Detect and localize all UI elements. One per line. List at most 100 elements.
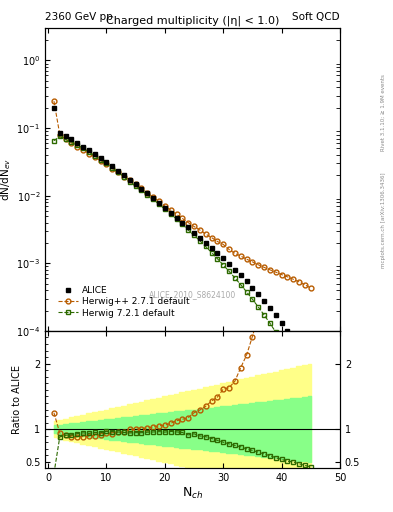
Herwig 7.2.1 default — [81, 145, 86, 152]
Line: Herwig++ 2.7.1 default: Herwig++ 2.7.1 default — [51, 99, 313, 290]
Herwig++ 2.7.1 default — [81, 147, 86, 153]
Herwig++ 2.7.1 default — [297, 279, 301, 285]
ALICE — [145, 190, 150, 197]
ALICE — [256, 291, 261, 297]
ALICE — [127, 177, 132, 183]
ALICE — [133, 181, 138, 187]
Herwig 7.2.1 default — [63, 136, 68, 142]
Herwig 7.2.1 default — [133, 183, 138, 189]
Herwig 7.2.1 default — [256, 304, 261, 310]
Herwig 7.2.1 default — [57, 134, 62, 140]
ALICE — [51, 104, 56, 111]
ALICE — [104, 159, 109, 165]
Herwig++ 2.7.1 default — [215, 239, 220, 245]
Herwig 7.2.1 default — [162, 206, 167, 212]
Herwig++ 2.7.1 default — [86, 151, 91, 157]
Herwig 7.2.1 default — [279, 338, 284, 345]
Y-axis label: dN/dN$_{ev}$: dN/dN$_{ev}$ — [0, 158, 13, 201]
Herwig 7.2.1 default — [174, 216, 179, 222]
Herwig 7.2.1 default — [69, 139, 74, 145]
Y-axis label: Ratio to ALICE: Ratio to ALICE — [12, 365, 22, 434]
Herwig++ 2.7.1 default — [162, 203, 167, 209]
ALICE — [69, 136, 74, 142]
Herwig 7.2.1 default — [198, 238, 202, 244]
Herwig 7.2.1 default — [221, 262, 226, 268]
ALICE — [309, 368, 313, 374]
Herwig++ 2.7.1 default — [127, 177, 132, 183]
Herwig++ 2.7.1 default — [186, 220, 191, 226]
Herwig 7.2.1 default — [151, 196, 156, 202]
Herwig 7.2.1 default — [192, 232, 196, 238]
Herwig++ 2.7.1 default — [303, 282, 307, 288]
ALICE — [198, 234, 202, 241]
ALICE — [215, 250, 220, 256]
ALICE — [98, 155, 103, 161]
ALICE — [262, 298, 266, 304]
Herwig++ 2.7.1 default — [104, 161, 109, 167]
Herwig++ 2.7.1 default — [133, 181, 138, 187]
ALICE — [279, 320, 284, 326]
Herwig 7.2.1 default — [233, 275, 237, 281]
Herwig 7.2.1 default — [309, 393, 313, 399]
Herwig++ 2.7.1 default — [51, 98, 56, 104]
Herwig 7.2.1 default — [86, 149, 91, 155]
Herwig++ 2.7.1 default — [57, 132, 62, 138]
Herwig++ 2.7.1 default — [121, 174, 126, 180]
Herwig 7.2.1 default — [227, 268, 231, 274]
ALICE — [203, 240, 208, 246]
ALICE — [116, 168, 121, 174]
Herwig++ 2.7.1 default — [268, 267, 272, 273]
ALICE — [157, 200, 162, 206]
ALICE — [239, 272, 243, 279]
ALICE — [162, 205, 167, 211]
Herwig++ 2.7.1 default — [92, 154, 97, 160]
ALICE — [81, 143, 86, 150]
Herwig 7.2.1 default — [157, 201, 162, 207]
Herwig++ 2.7.1 default — [63, 136, 68, 142]
Herwig 7.2.1 default — [110, 164, 115, 170]
Herwig 7.2.1 default — [215, 255, 220, 262]
Herwig 7.2.1 default — [180, 221, 185, 227]
ALICE — [174, 215, 179, 221]
Herwig++ 2.7.1 default — [233, 250, 237, 257]
Herwig 7.2.1 default — [303, 380, 307, 386]
ALICE — [274, 312, 278, 318]
Herwig++ 2.7.1 default — [174, 211, 179, 218]
ALICE — [192, 230, 196, 236]
Title: Charged multiplicity (|η| < 1.0): Charged multiplicity (|η| < 1.0) — [106, 16, 279, 27]
Line: Herwig 7.2.1 default: Herwig 7.2.1 default — [51, 134, 313, 398]
ALICE — [151, 195, 156, 201]
Herwig++ 2.7.1 default — [69, 140, 74, 146]
Herwig 7.2.1 default — [244, 289, 249, 295]
Herwig 7.2.1 default — [203, 243, 208, 249]
Herwig++ 2.7.1 default — [198, 227, 202, 233]
ALICE — [285, 328, 290, 334]
Herwig++ 2.7.1 default — [168, 207, 173, 213]
Herwig 7.2.1 default — [98, 157, 103, 163]
Herwig 7.2.1 default — [121, 174, 126, 180]
Line: ALICE: ALICE — [51, 105, 313, 373]
Herwig 7.2.1 default — [139, 187, 144, 194]
ALICE — [121, 172, 126, 178]
Herwig 7.2.1 default — [268, 320, 272, 326]
Herwig++ 2.7.1 default — [192, 223, 196, 229]
Herwig 7.2.1 default — [92, 153, 97, 159]
ALICE — [303, 356, 307, 362]
Herwig++ 2.7.1 default — [250, 259, 255, 265]
ALICE — [268, 305, 272, 311]
ALICE — [168, 209, 173, 216]
ALICE — [63, 134, 68, 140]
Herwig++ 2.7.1 default — [98, 158, 103, 164]
Herwig++ 2.7.1 default — [139, 185, 144, 191]
Herwig++ 2.7.1 default — [291, 276, 296, 282]
Herwig 7.2.1 default — [297, 369, 301, 375]
Herwig 7.2.1 default — [116, 169, 121, 176]
Herwig++ 2.7.1 default — [75, 143, 80, 150]
Herwig++ 2.7.1 default — [151, 194, 156, 200]
ALICE — [250, 285, 255, 291]
Herwig 7.2.1 default — [104, 160, 109, 166]
ALICE — [86, 147, 91, 153]
Text: mcplots.cern.ch [arXiv:1306.3436]: mcplots.cern.ch [arXiv:1306.3436] — [381, 173, 386, 268]
ALICE — [233, 266, 237, 272]
Herwig 7.2.1 default — [291, 358, 296, 364]
